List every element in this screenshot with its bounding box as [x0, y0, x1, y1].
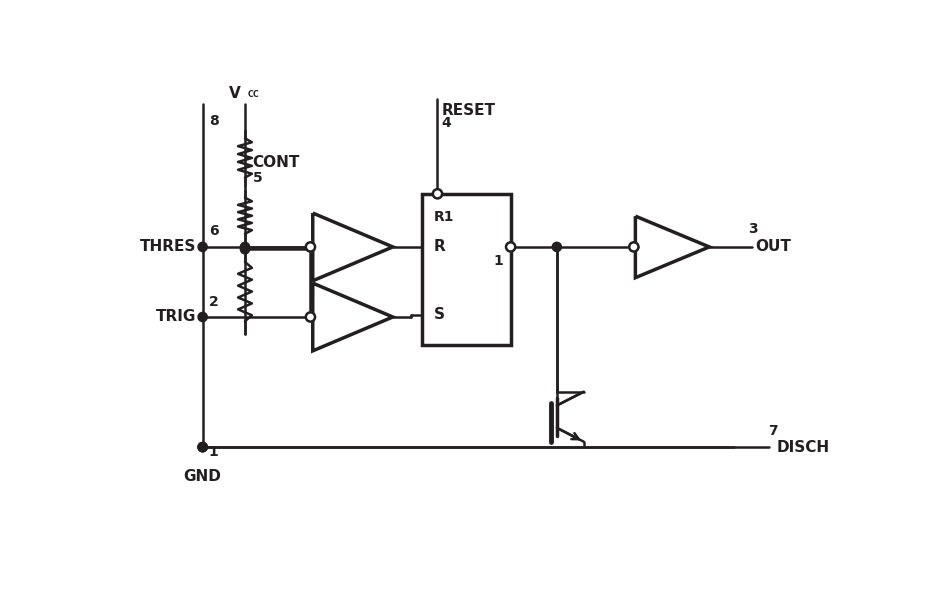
Text: 2: 2 [209, 295, 218, 310]
Text: TRIG: TRIG [156, 310, 196, 325]
Circle shape [198, 313, 207, 322]
Text: 6: 6 [209, 224, 218, 237]
Circle shape [198, 442, 207, 452]
Text: GND: GND [184, 469, 222, 484]
Text: $_{\mathregular{CC}}$: $_{\mathregular{CC}}$ [247, 88, 260, 100]
Text: R: R [434, 239, 446, 254]
Text: V: V [229, 85, 241, 100]
Circle shape [198, 242, 207, 252]
Circle shape [198, 442, 207, 452]
Circle shape [629, 242, 638, 252]
Text: 4: 4 [441, 116, 451, 130]
Text: 1: 1 [209, 445, 218, 459]
Text: R1: R1 [434, 210, 454, 224]
Circle shape [240, 245, 250, 254]
Circle shape [433, 189, 442, 198]
Circle shape [506, 242, 515, 252]
Circle shape [552, 242, 561, 252]
Text: OUT: OUT [756, 239, 792, 254]
Text: 8: 8 [209, 114, 218, 129]
Text: S: S [434, 307, 445, 322]
Circle shape [306, 313, 315, 322]
Text: DISCH: DISCH [776, 439, 830, 454]
Text: 1: 1 [493, 254, 503, 268]
Circle shape [240, 242, 250, 252]
Text: 3: 3 [747, 222, 758, 236]
Text: RESET: RESET [441, 103, 496, 118]
Text: 5: 5 [253, 171, 263, 185]
Text: THRES: THRES [140, 239, 196, 254]
Circle shape [306, 242, 315, 252]
Text: CONT: CONT [253, 156, 300, 171]
Bar [422, 194, 511, 346]
Text: 7: 7 [769, 424, 778, 438]
Circle shape [198, 442, 207, 452]
